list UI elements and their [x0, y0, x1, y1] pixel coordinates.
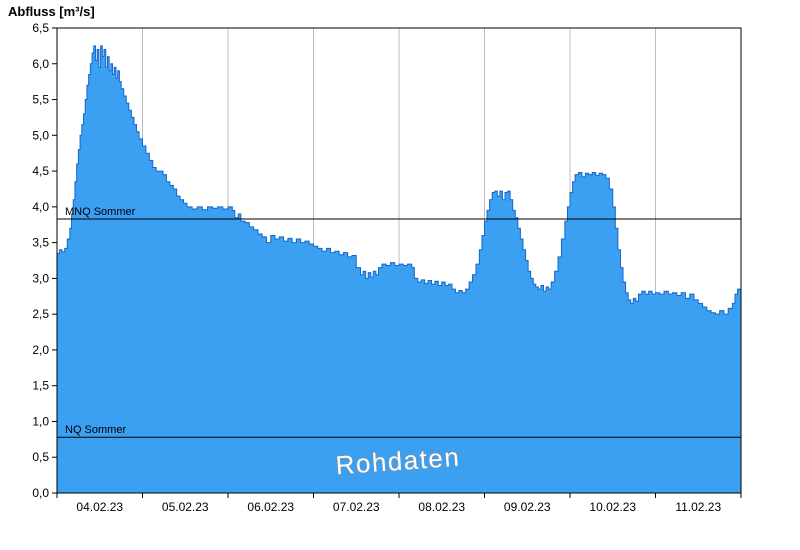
x-tick-label: 10.02.23 [589, 500, 636, 514]
x-tick-label: 11.02.23 [675, 500, 721, 514]
y-tick-label: 0,5 [32, 450, 49, 464]
y-tick-label: 1,5 [32, 379, 49, 393]
x-tick-label: 07.02.23 [333, 500, 380, 514]
y-tick-label: 3,5 [32, 236, 49, 250]
x-tick-label: 09.02.23 [504, 500, 551, 514]
chart-title: Abfluss [m³/s] [8, 4, 95, 19]
y-tick-label: 3,0 [32, 271, 49, 285]
y-tick-label: 5,5 [32, 93, 49, 107]
refline-label-0: MNQ Sommer [65, 206, 136, 218]
y-tick-label: 5,0 [32, 128, 49, 142]
x-tick-label: 08.02.23 [418, 500, 465, 514]
y-tick-label: 6,0 [32, 57, 49, 71]
y-tick-label: 1,0 [32, 414, 49, 428]
y-tick-label: 4,0 [32, 200, 49, 214]
x-tick-label: 05.02.23 [162, 500, 209, 514]
y-tick-label: 4,5 [32, 164, 49, 178]
y-tick-label: 6,5 [32, 21, 49, 35]
discharge-line [57, 45, 742, 315]
discharge-area [57, 45, 741, 494]
y-tick-label: 0,0 [32, 486, 49, 500]
x-tick-label: 06.02.23 [247, 500, 294, 514]
y-tick-label: 2,0 [32, 343, 49, 357]
y-tick-label: 2,5 [32, 307, 49, 321]
refline-label-1: NQ Sommer [65, 424, 126, 436]
x-tick-label: 04.02.23 [76, 500, 123, 514]
